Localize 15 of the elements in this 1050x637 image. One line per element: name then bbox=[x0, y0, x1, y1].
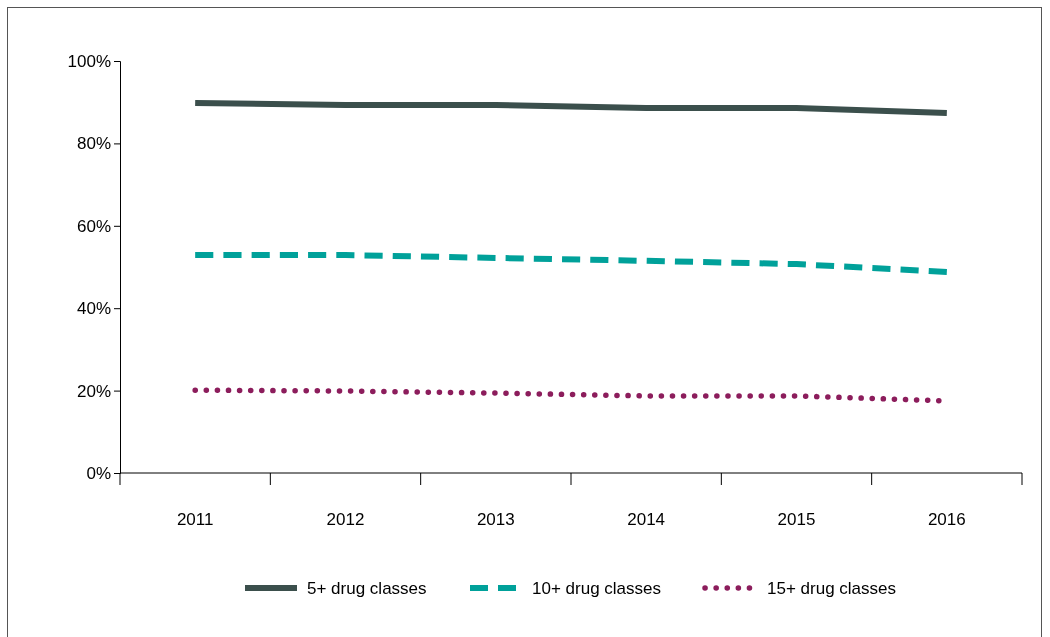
x-tick-label: 2015 bbox=[777, 510, 816, 529]
y-tick-label: 40% bbox=[76, 299, 111, 319]
y-tick-label: 100% bbox=[67, 51, 111, 71]
y-tick-label: 20% bbox=[76, 381, 111, 401]
y-tick-label: 80% bbox=[76, 134, 111, 154]
legend-label: 5+ drug classes bbox=[307, 579, 427, 598]
y-tick-label: 0% bbox=[86, 463, 111, 483]
x-tick-label: 2012 bbox=[326, 510, 365, 529]
x-tick-label: 2014 bbox=[627, 510, 666, 529]
y-tick-label: 60% bbox=[76, 216, 111, 236]
x-tick-label: 2013 bbox=[476, 510, 515, 529]
legend-label: 10+ drug classes bbox=[532, 579, 661, 598]
legend-label: 15+ drug classes bbox=[767, 579, 896, 598]
x-tick-label: 2016 bbox=[927, 510, 966, 529]
x-tick-label: 2011 bbox=[176, 510, 214, 529]
